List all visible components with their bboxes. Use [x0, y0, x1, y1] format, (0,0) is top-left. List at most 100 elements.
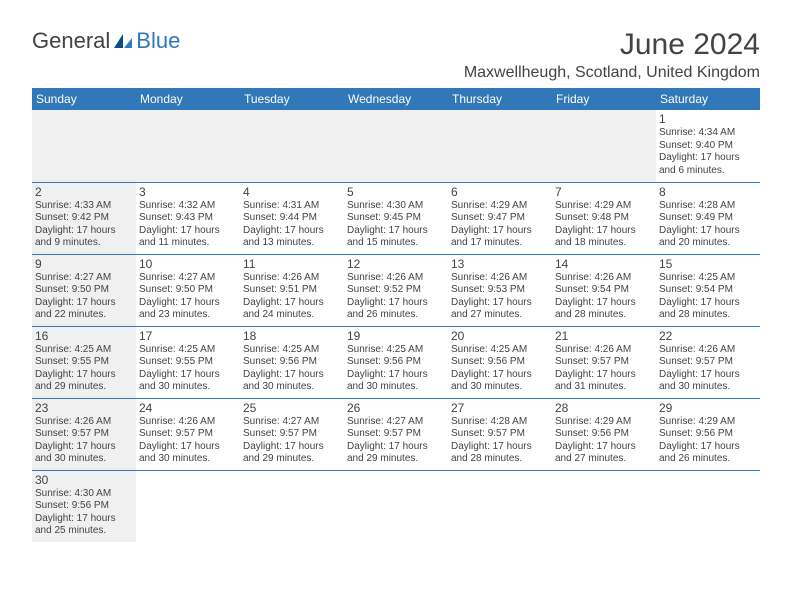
- calendar-row: 30Sunrise: 4:30 AMSunset: 9:56 PMDayligh…: [32, 470, 760, 542]
- day-data: Sunrise: 4:34 AMSunset: 9:40 PMDaylight:…: [659, 127, 757, 177]
- day-data: Sunrise: 4:25 AMSunset: 9:56 PMDaylight:…: [451, 344, 549, 394]
- calendar-row: 16Sunrise: 4:25 AMSunset: 9:55 PMDayligh…: [32, 326, 760, 398]
- day-number: 22: [659, 329, 757, 343]
- day-data: Sunrise: 4:28 AMSunset: 9:49 PMDaylight:…: [659, 200, 757, 250]
- day-number: 12: [347, 257, 445, 271]
- calendar-cell: 25Sunrise: 4:27 AMSunset: 9:57 PMDayligh…: [240, 398, 344, 470]
- calendar-cell: 21Sunrise: 4:26 AMSunset: 9:57 PMDayligh…: [552, 326, 656, 398]
- calendar-cell: [552, 110, 656, 182]
- calendar-cell: 3Sunrise: 4:32 AMSunset: 9:43 PMDaylight…: [136, 182, 240, 254]
- day-number: 10: [139, 257, 237, 271]
- calendar-cell: 13Sunrise: 4:26 AMSunset: 9:53 PMDayligh…: [448, 254, 552, 326]
- calendar-cell: 30Sunrise: 4:30 AMSunset: 9:56 PMDayligh…: [32, 470, 136, 542]
- calendar-row: 1Sunrise: 4:34 AMSunset: 9:40 PMDaylight…: [32, 110, 760, 182]
- calendar-cell: 2Sunrise: 4:33 AMSunset: 9:42 PMDaylight…: [32, 182, 136, 254]
- day-number: 7: [555, 185, 653, 199]
- day-header: Friday: [552, 88, 656, 110]
- calendar-cell: [344, 470, 448, 542]
- day-data: Sunrise: 4:32 AMSunset: 9:43 PMDaylight:…: [139, 200, 237, 250]
- day-number: 5: [347, 185, 445, 199]
- day-data: Sunrise: 4:26 AMSunset: 9:57 PMDaylight:…: [659, 344, 757, 394]
- day-data: Sunrise: 4:26 AMSunset: 9:54 PMDaylight:…: [555, 272, 653, 322]
- month-title: June 2024: [464, 28, 760, 62]
- day-number: 29: [659, 401, 757, 415]
- calendar-cell: 9Sunrise: 4:27 AMSunset: 9:50 PMDaylight…: [32, 254, 136, 326]
- day-number: 24: [139, 401, 237, 415]
- day-header: Monday: [136, 88, 240, 110]
- calendar-cell: [448, 110, 552, 182]
- calendar-cell: 18Sunrise: 4:25 AMSunset: 9:56 PMDayligh…: [240, 326, 344, 398]
- day-number: 30: [35, 473, 133, 487]
- calendar-cell: 7Sunrise: 4:29 AMSunset: 9:48 PMDaylight…: [552, 182, 656, 254]
- calendar-body: 1Sunrise: 4:34 AMSunset: 9:40 PMDaylight…: [32, 110, 760, 542]
- day-number: 21: [555, 329, 653, 343]
- day-data: Sunrise: 4:30 AMSunset: 9:45 PMDaylight:…: [347, 200, 445, 250]
- calendar-table: SundayMondayTuesdayWednesdayThursdayFrid…: [32, 88, 760, 542]
- day-number: 6: [451, 185, 549, 199]
- location: Maxwellheugh, Scotland, United Kingdom: [464, 64, 760, 82]
- day-number: 17: [139, 329, 237, 343]
- day-header: Thursday: [448, 88, 552, 110]
- day-data: Sunrise: 4:29 AMSunset: 9:56 PMDaylight:…: [659, 416, 757, 466]
- calendar-cell: [136, 470, 240, 542]
- day-data: Sunrise: 4:29 AMSunset: 9:47 PMDaylight:…: [451, 200, 549, 250]
- calendar-cell: [136, 110, 240, 182]
- day-number: 3: [139, 185, 237, 199]
- calendar-cell: [240, 470, 344, 542]
- day-number: 26: [347, 401, 445, 415]
- day-number: 8: [659, 185, 757, 199]
- day-data: Sunrise: 4:26 AMSunset: 9:53 PMDaylight:…: [451, 272, 549, 322]
- title-block: June 2024 Maxwellheugh, Scotland, United…: [464, 28, 760, 82]
- day-number: 20: [451, 329, 549, 343]
- calendar-cell: 8Sunrise: 4:28 AMSunset: 9:49 PMDaylight…: [656, 182, 760, 254]
- sail-icon: [112, 32, 134, 50]
- logo-text-2: Blue: [136, 28, 180, 54]
- calendar-cell: 27Sunrise: 4:28 AMSunset: 9:57 PMDayligh…: [448, 398, 552, 470]
- calendar-cell: [552, 470, 656, 542]
- calendar-cell: 15Sunrise: 4:25 AMSunset: 9:54 PMDayligh…: [656, 254, 760, 326]
- calendar-cell: 26Sunrise: 4:27 AMSunset: 9:57 PMDayligh…: [344, 398, 448, 470]
- calendar-cell: 16Sunrise: 4:25 AMSunset: 9:55 PMDayligh…: [32, 326, 136, 398]
- calendar-cell: 24Sunrise: 4:26 AMSunset: 9:57 PMDayligh…: [136, 398, 240, 470]
- day-data: Sunrise: 4:27 AMSunset: 9:50 PMDaylight:…: [35, 272, 133, 322]
- calendar-cell: 29Sunrise: 4:29 AMSunset: 9:56 PMDayligh…: [656, 398, 760, 470]
- day-number: 14: [555, 257, 653, 271]
- calendar-cell: 17Sunrise: 4:25 AMSunset: 9:55 PMDayligh…: [136, 326, 240, 398]
- day-data: Sunrise: 4:29 AMSunset: 9:48 PMDaylight:…: [555, 200, 653, 250]
- calendar-cell: 10Sunrise: 4:27 AMSunset: 9:50 PMDayligh…: [136, 254, 240, 326]
- day-header: Wednesday: [344, 88, 448, 110]
- calendar-cell: 20Sunrise: 4:25 AMSunset: 9:56 PMDayligh…: [448, 326, 552, 398]
- day-number: 27: [451, 401, 549, 415]
- day-data: Sunrise: 4:27 AMSunset: 9:50 PMDaylight:…: [139, 272, 237, 322]
- calendar-row: 23Sunrise: 4:26 AMSunset: 9:57 PMDayligh…: [32, 398, 760, 470]
- day-number: 13: [451, 257, 549, 271]
- day-number: 16: [35, 329, 133, 343]
- day-data: Sunrise: 4:26 AMSunset: 9:51 PMDaylight:…: [243, 272, 341, 322]
- logo-text-1: General: [32, 28, 110, 54]
- day-data: Sunrise: 4:26 AMSunset: 9:52 PMDaylight:…: [347, 272, 445, 322]
- day-number: 28: [555, 401, 653, 415]
- day-header: Tuesday: [240, 88, 344, 110]
- calendar-cell: 6Sunrise: 4:29 AMSunset: 9:47 PMDaylight…: [448, 182, 552, 254]
- day-data: Sunrise: 4:31 AMSunset: 9:44 PMDaylight:…: [243, 200, 341, 250]
- day-number: 25: [243, 401, 341, 415]
- day-number: 15: [659, 257, 757, 271]
- calendar-cell: [32, 110, 136, 182]
- logo: General Blue: [32, 28, 180, 54]
- day-data: Sunrise: 4:29 AMSunset: 9:56 PMDaylight:…: [555, 416, 653, 466]
- calendar-cell: 19Sunrise: 4:25 AMSunset: 9:56 PMDayligh…: [344, 326, 448, 398]
- day-header-row: SundayMondayTuesdayWednesdayThursdayFrid…: [32, 88, 760, 110]
- day-number: 11: [243, 257, 341, 271]
- day-header: Sunday: [32, 88, 136, 110]
- day-number: 18: [243, 329, 341, 343]
- calendar-cell: 5Sunrise: 4:30 AMSunset: 9:45 PMDaylight…: [344, 182, 448, 254]
- calendar-row: 2Sunrise: 4:33 AMSunset: 9:42 PMDaylight…: [32, 182, 760, 254]
- calendar-row: 9Sunrise: 4:27 AMSunset: 9:50 PMDaylight…: [32, 254, 760, 326]
- day-data: Sunrise: 4:28 AMSunset: 9:57 PMDaylight:…: [451, 416, 549, 466]
- day-number: 9: [35, 257, 133, 271]
- calendar-cell: 22Sunrise: 4:26 AMSunset: 9:57 PMDayligh…: [656, 326, 760, 398]
- day-number: 4: [243, 185, 341, 199]
- day-data: Sunrise: 4:26 AMSunset: 9:57 PMDaylight:…: [35, 416, 133, 466]
- day-data: Sunrise: 4:26 AMSunset: 9:57 PMDaylight:…: [555, 344, 653, 394]
- day-number: 23: [35, 401, 133, 415]
